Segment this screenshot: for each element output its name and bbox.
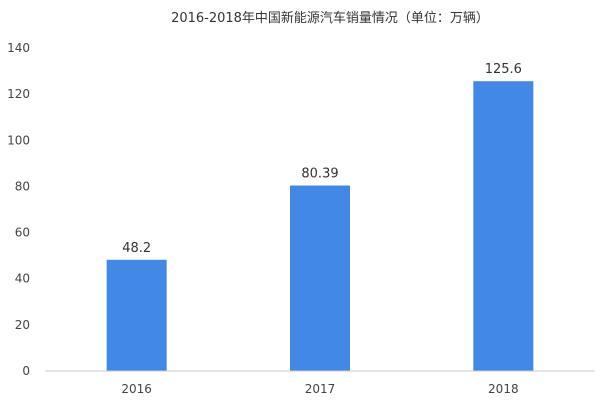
- y-tick-label: 80: [15, 179, 30, 193]
- y-tick-label: 120: [7, 87, 30, 101]
- data-label-2018: 125.6: [485, 62, 522, 77]
- y-tick-label: 40: [15, 272, 30, 286]
- bar-2017: [290, 185, 350, 371]
- y-tick-label: 0: [22, 364, 30, 378]
- y-tick-label: 100: [7, 133, 30, 147]
- data-label-2016: 48.2: [122, 241, 151, 256]
- bar-2018: [473, 81, 534, 372]
- y-tick-label: 60: [15, 226, 30, 240]
- x-axis-ticks: 2016 2017 2018: [121, 382, 518, 396]
- data-label-2017: 80.39: [301, 167, 338, 182]
- y-tick-label: 20: [15, 318, 30, 332]
- x-tick-label-2018: 2018: [488, 382, 519, 396]
- x-tick-label-2016: 2016: [121, 382, 152, 396]
- bars: [106, 81, 534, 372]
- y-axis-ticks: 0 20 40 60 80 100 120 140: [7, 41, 30, 378]
- chart-title: 2016-2018年中国新能源汽车销量情况（单位：万辆）: [171, 10, 489, 26]
- bar-2016: [106, 259, 167, 371]
- x-tick-label-2017: 2017: [305, 382, 336, 396]
- y-tick-label: 140: [7, 41, 30, 55]
- data-labels: 48.2 80.39 125.6: [122, 62, 522, 256]
